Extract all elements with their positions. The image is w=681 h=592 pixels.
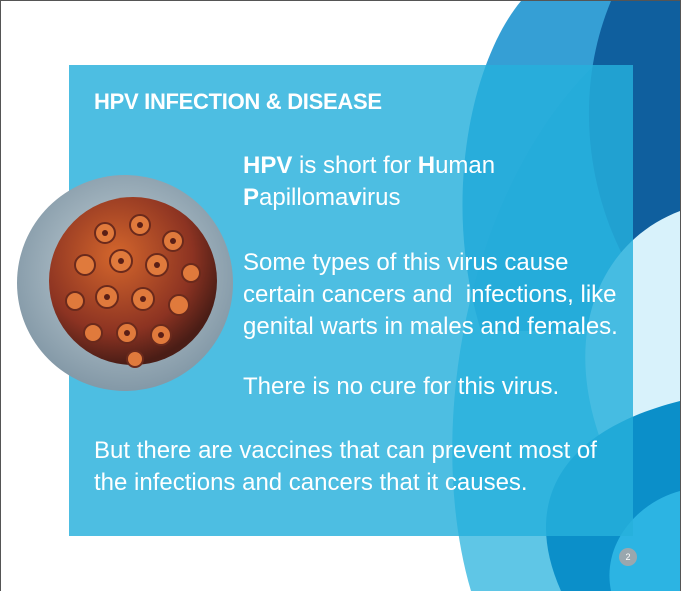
page-number: 2	[619, 548, 637, 566]
intro-text: HPV is short for Human Papillomavirus	[243, 150, 543, 214]
text-run: HPV	[243, 152, 292, 179]
slide-title: HPV INFECTION & DISEASE	[94, 89, 382, 115]
text-run: H	[418, 152, 435, 179]
page: HPV INFECTION & DISEASE HPV is short for…	[0, 0, 681, 592]
text-run: v	[348, 184, 361, 211]
slide: HPV INFECTION & DISEASE HPV is short for…	[0, 0, 681, 591]
text-run: apilloma	[259, 184, 348, 211]
virus-image	[15, 173, 235, 393]
paragraph: Some types of this virus cause certain c…	[243, 247, 633, 343]
paragraph: There is no cure for this virus.	[243, 371, 633, 403]
text-run: uman	[435, 152, 502, 179]
text-run: is short for	[292, 152, 417, 179]
closing-text: But there are vaccines that can prevent …	[94, 435, 624, 499]
text-run: P	[243, 184, 259, 211]
text-run: irus	[362, 184, 401, 211]
